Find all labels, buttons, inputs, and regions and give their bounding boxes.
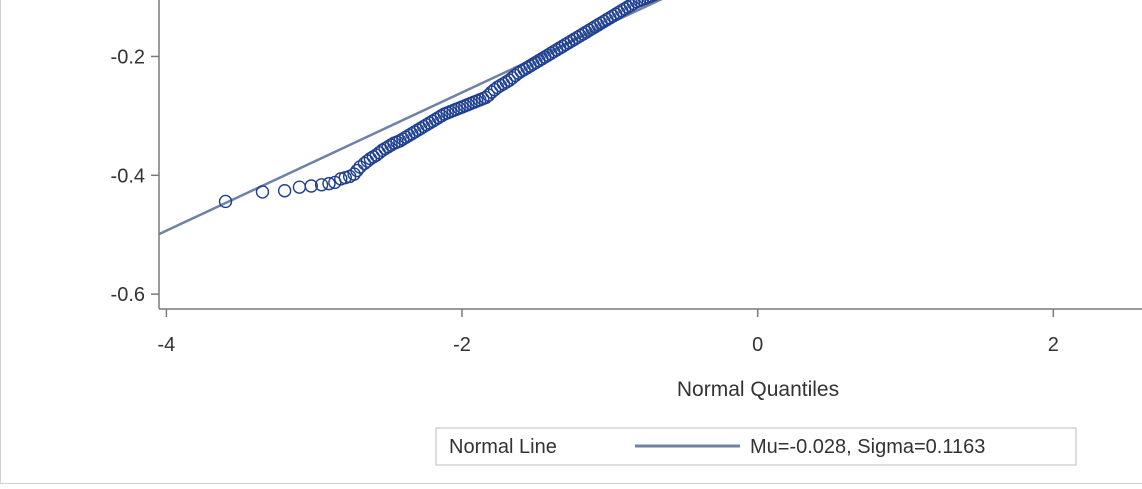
legend: Normal Line Mu=-0.028, Sigma=0.1163 [435, 427, 1077, 466]
normal-reference-line [159, 0, 663, 236]
data-point [645, 0, 657, 3]
data-point [629, 0, 644, 9]
plot-area [159, 0, 663, 236]
y-tick-label: -0.2 [111, 46, 145, 68]
data-point [638, 0, 652, 5]
data-point [635, 0, 650, 7]
data-point [255, 185, 270, 199]
legend-entry-label: Mu=-0.028, Sigma=0.1163 [750, 436, 985, 458]
y-axis-ticks: -0.2 -0.4 -0.6 [111, 46, 159, 306]
data-point [322, 176, 336, 191]
data-point [650, 0, 659, 2]
data-point [218, 194, 233, 209]
x-tick-label: -4 [157, 334, 175, 356]
x-tick-label: -2 [453, 334, 471, 356]
data-point [626, 0, 641, 11]
legend-title: Normal Line [449, 436, 557, 458]
x-tick-label: 2 [1048, 334, 1059, 356]
data-points-layer [218, 0, 659, 209]
y-tick-label: -0.4 [111, 165, 145, 187]
legend-box [435, 427, 1077, 466]
x-axis-ticks: -4 -2 0 2 [157, 309, 1059, 356]
data-point [277, 184, 292, 198]
data-point [304, 179, 318, 193]
data-point [642, 0, 655, 4]
y-tick-label: -0.6 [111, 284, 145, 306]
data-point [350, 163, 364, 178]
data-point [314, 178, 329, 192]
data-point [632, 0, 647, 8]
x-tick-label: 0 [752, 334, 763, 356]
x-axis-label: Normal Quantiles [677, 378, 839, 401]
